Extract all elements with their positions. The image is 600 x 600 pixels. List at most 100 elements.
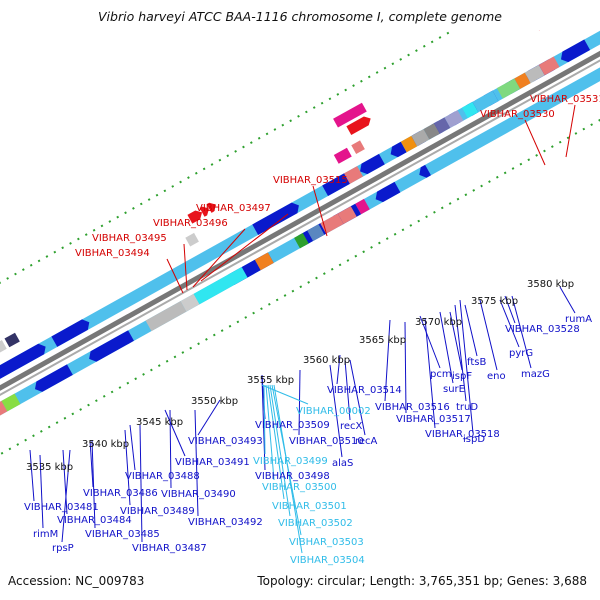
cyan-gene-label[interactable]: VIBHAR_03502 bbox=[278, 518, 353, 529]
kbp-label[interactable]: 3535 kbp bbox=[26, 462, 73, 473]
cyan-gene-label[interactable]: VIBHAR_03499 bbox=[253, 456, 328, 467]
gene-arrow-r1-4[interactable] bbox=[357, 153, 385, 177]
gene-label[interactable]: ispD bbox=[463, 434, 485, 445]
gene-red-1[interactable] bbox=[199, 204, 212, 217]
gene-label[interactable]: VIBHAR_03481 bbox=[24, 502, 99, 513]
gene-label[interactable]: VIBHAR_03517 bbox=[396, 414, 471, 425]
gene-colored-r1-8[interactable] bbox=[496, 78, 521, 99]
gene-arrow-r1-1[interactable] bbox=[51, 317, 92, 347]
gene-top-1[interactable] bbox=[4, 332, 20, 348]
gene-label[interactable]: VIBHAR_03492 bbox=[188, 517, 263, 528]
red-gene-label[interactable]: VIBHAR_03531 bbox=[530, 94, 600, 105]
gene-label[interactable]: rumA bbox=[565, 314, 592, 325]
gene-top-3[interactable] bbox=[333, 147, 352, 164]
gene-label[interactable]: alaS bbox=[332, 458, 353, 469]
gene-colored-r2-9[interactable] bbox=[320, 213, 344, 234]
gene-colored-r2-2[interactable] bbox=[145, 301, 187, 332]
kbp-label[interactable]: 3570 kbp bbox=[415, 317, 462, 328]
cyan-gene-label[interactable]: VIBHAR_03500 bbox=[262, 482, 337, 493]
gene-red-4[interactable] bbox=[534, 5, 569, 31]
gene-label[interactable]: rpsP bbox=[52, 543, 74, 554]
gene-arrow-r2-0[interactable] bbox=[32, 364, 73, 394]
gene-top-2[interactable] bbox=[185, 232, 199, 247]
gene-colored-r2-10[interactable] bbox=[337, 206, 357, 224]
gene-colored-r2-5[interactable] bbox=[211, 267, 248, 295]
gene-label[interactable]: ispF bbox=[452, 371, 472, 382]
gene-label[interactable]: truD bbox=[456, 402, 478, 413]
gene-arrow-r1-5[interactable] bbox=[388, 141, 407, 160]
gene-colored-r1-11[interactable] bbox=[538, 56, 560, 76]
gene-arrow-r2-1[interactable] bbox=[86, 330, 134, 364]
gene-label[interactable]: VIBHAR_03490 bbox=[161, 489, 236, 500]
gene-label[interactable]: VIBHAR_03516 bbox=[375, 402, 450, 413]
gene-colored-r1-9[interactable] bbox=[514, 72, 531, 89]
cyan-gene-label[interactable]: VIBHAR_03503 bbox=[289, 537, 364, 548]
gene-colored-r1-5[interactable] bbox=[444, 110, 464, 128]
gene-colored-r1-10[interactable] bbox=[524, 64, 545, 84]
gene-label[interactable]: VIBHAR_03498 bbox=[255, 471, 330, 482]
gene-label[interactable]: VIBHAR_03486 bbox=[83, 488, 158, 499]
gene-arrow-r2-5[interactable] bbox=[373, 181, 401, 205]
gene-top-4[interactable] bbox=[351, 140, 365, 155]
gene-label[interactable]: mazG bbox=[521, 369, 550, 380]
gene-label[interactable]: surE bbox=[443, 384, 465, 395]
gene-magenta-top2[interactable] bbox=[540, 0, 561, 10]
cyan-gene-label[interactable]: VIBHAR_00002 bbox=[296, 406, 371, 417]
gene-colored-r2-6[interactable] bbox=[254, 252, 274, 271]
kbp-label[interactable]: 3550 kbp bbox=[191, 396, 238, 407]
gene-colored-r1-1[interactable] bbox=[400, 135, 418, 153]
cyan-gene-label[interactable]: VIBHAR_03504 bbox=[290, 555, 365, 566]
red-gene-label[interactable]: VIBHAR_03497 bbox=[196, 203, 271, 214]
red-gene-label[interactable]: VIBHAR_03496 bbox=[153, 218, 228, 229]
gene-arrow-r1-0[interactable] bbox=[0, 341, 49, 386]
gene-colored-r1-3[interactable] bbox=[423, 123, 440, 140]
gene-red-3[interactable] bbox=[346, 114, 373, 136]
gene-arrow-r1-2[interactable] bbox=[252, 200, 302, 235]
gene-label[interactable]: VIBHAR_03493 bbox=[188, 436, 263, 447]
gene-arrow-r1-13[interactable] bbox=[558, 39, 591, 65]
gene-label[interactable]: VIBHAR_03528 bbox=[505, 324, 580, 335]
red-gene-label[interactable]: VIBHAR_03515 bbox=[273, 175, 348, 186]
gene-label[interactable]: VIBHAR_03485 bbox=[85, 529, 160, 540]
red-gene-label[interactable]: VIBHAR_03495 bbox=[92, 233, 167, 244]
gene-label[interactable]: VIBHAR_03509 bbox=[255, 420, 330, 431]
gene-colored-r1-6[interactable] bbox=[461, 101, 479, 119]
gene-colored-r2-1[interactable] bbox=[1, 393, 21, 412]
gene-magenta-top[interactable] bbox=[333, 102, 367, 128]
gene-label[interactable]: recX bbox=[340, 421, 363, 432]
gene-arrow-r2-6[interactable] bbox=[416, 164, 431, 180]
kbp-label[interactable]: 3580 kbp bbox=[527, 279, 574, 290]
cyan-gene-label[interactable]: VIBHAR_03501 bbox=[272, 501, 347, 512]
gene-label[interactable]: VIBHAR_03510 bbox=[289, 436, 364, 447]
gene-colored-r1-2[interactable] bbox=[411, 129, 430, 147]
kbp-label[interactable]: 3575 kbp bbox=[471, 296, 518, 307]
kbp-label[interactable]: 3560 kbp bbox=[303, 355, 350, 366]
gene-label[interactable]: VIBHAR_03518 bbox=[425, 429, 500, 440]
gene-colored-r2-3[interactable] bbox=[180, 293, 200, 312]
gene-colored-r2-11[interactable] bbox=[355, 198, 370, 215]
red-gene-label[interactable]: VIBHAR_03494 bbox=[75, 248, 150, 259]
gene-top-0[interactable] bbox=[0, 340, 7, 354]
gene-colored-r1-0[interactable] bbox=[344, 166, 363, 184]
gene-label[interactable]: VIBHAR_03514 bbox=[327, 385, 402, 396]
kbp-label[interactable]: 3555 kbp bbox=[247, 375, 294, 386]
kbp-label[interactable]: 3540 kbp bbox=[82, 439, 129, 450]
gene-label[interactable]: VIBHAR_03487 bbox=[132, 543, 207, 554]
gene-label[interactable]: VIBHAR_03484 bbox=[57, 515, 132, 526]
gene-red-2[interactable] bbox=[206, 200, 219, 213]
gene-colored-r2-7[interactable] bbox=[294, 232, 309, 249]
kbp-label[interactable]: 3565 kbp bbox=[359, 335, 406, 346]
gene-label[interactable]: pyrG bbox=[509, 348, 533, 359]
gene-label[interactable]: eno bbox=[487, 371, 506, 382]
gene-label[interactable]: ftsB bbox=[467, 357, 486, 368]
gene-arrow-r1-3[interactable] bbox=[322, 171, 354, 197]
gene-colored-r2-4[interactable] bbox=[193, 284, 217, 305]
gene-band-row1[interactable] bbox=[0, 20, 600, 401]
gene-label[interactable]: VIBHAR_03488 bbox=[125, 471, 200, 482]
gene-colored-r1-4[interactable] bbox=[434, 117, 451, 134]
kbp-label[interactable]: 3545 kbp bbox=[136, 417, 183, 428]
gene-colored-r1-7[interactable] bbox=[475, 90, 499, 111]
gene-label[interactable]: recA bbox=[355, 436, 378, 447]
gene-red-0[interactable] bbox=[187, 208, 204, 224]
